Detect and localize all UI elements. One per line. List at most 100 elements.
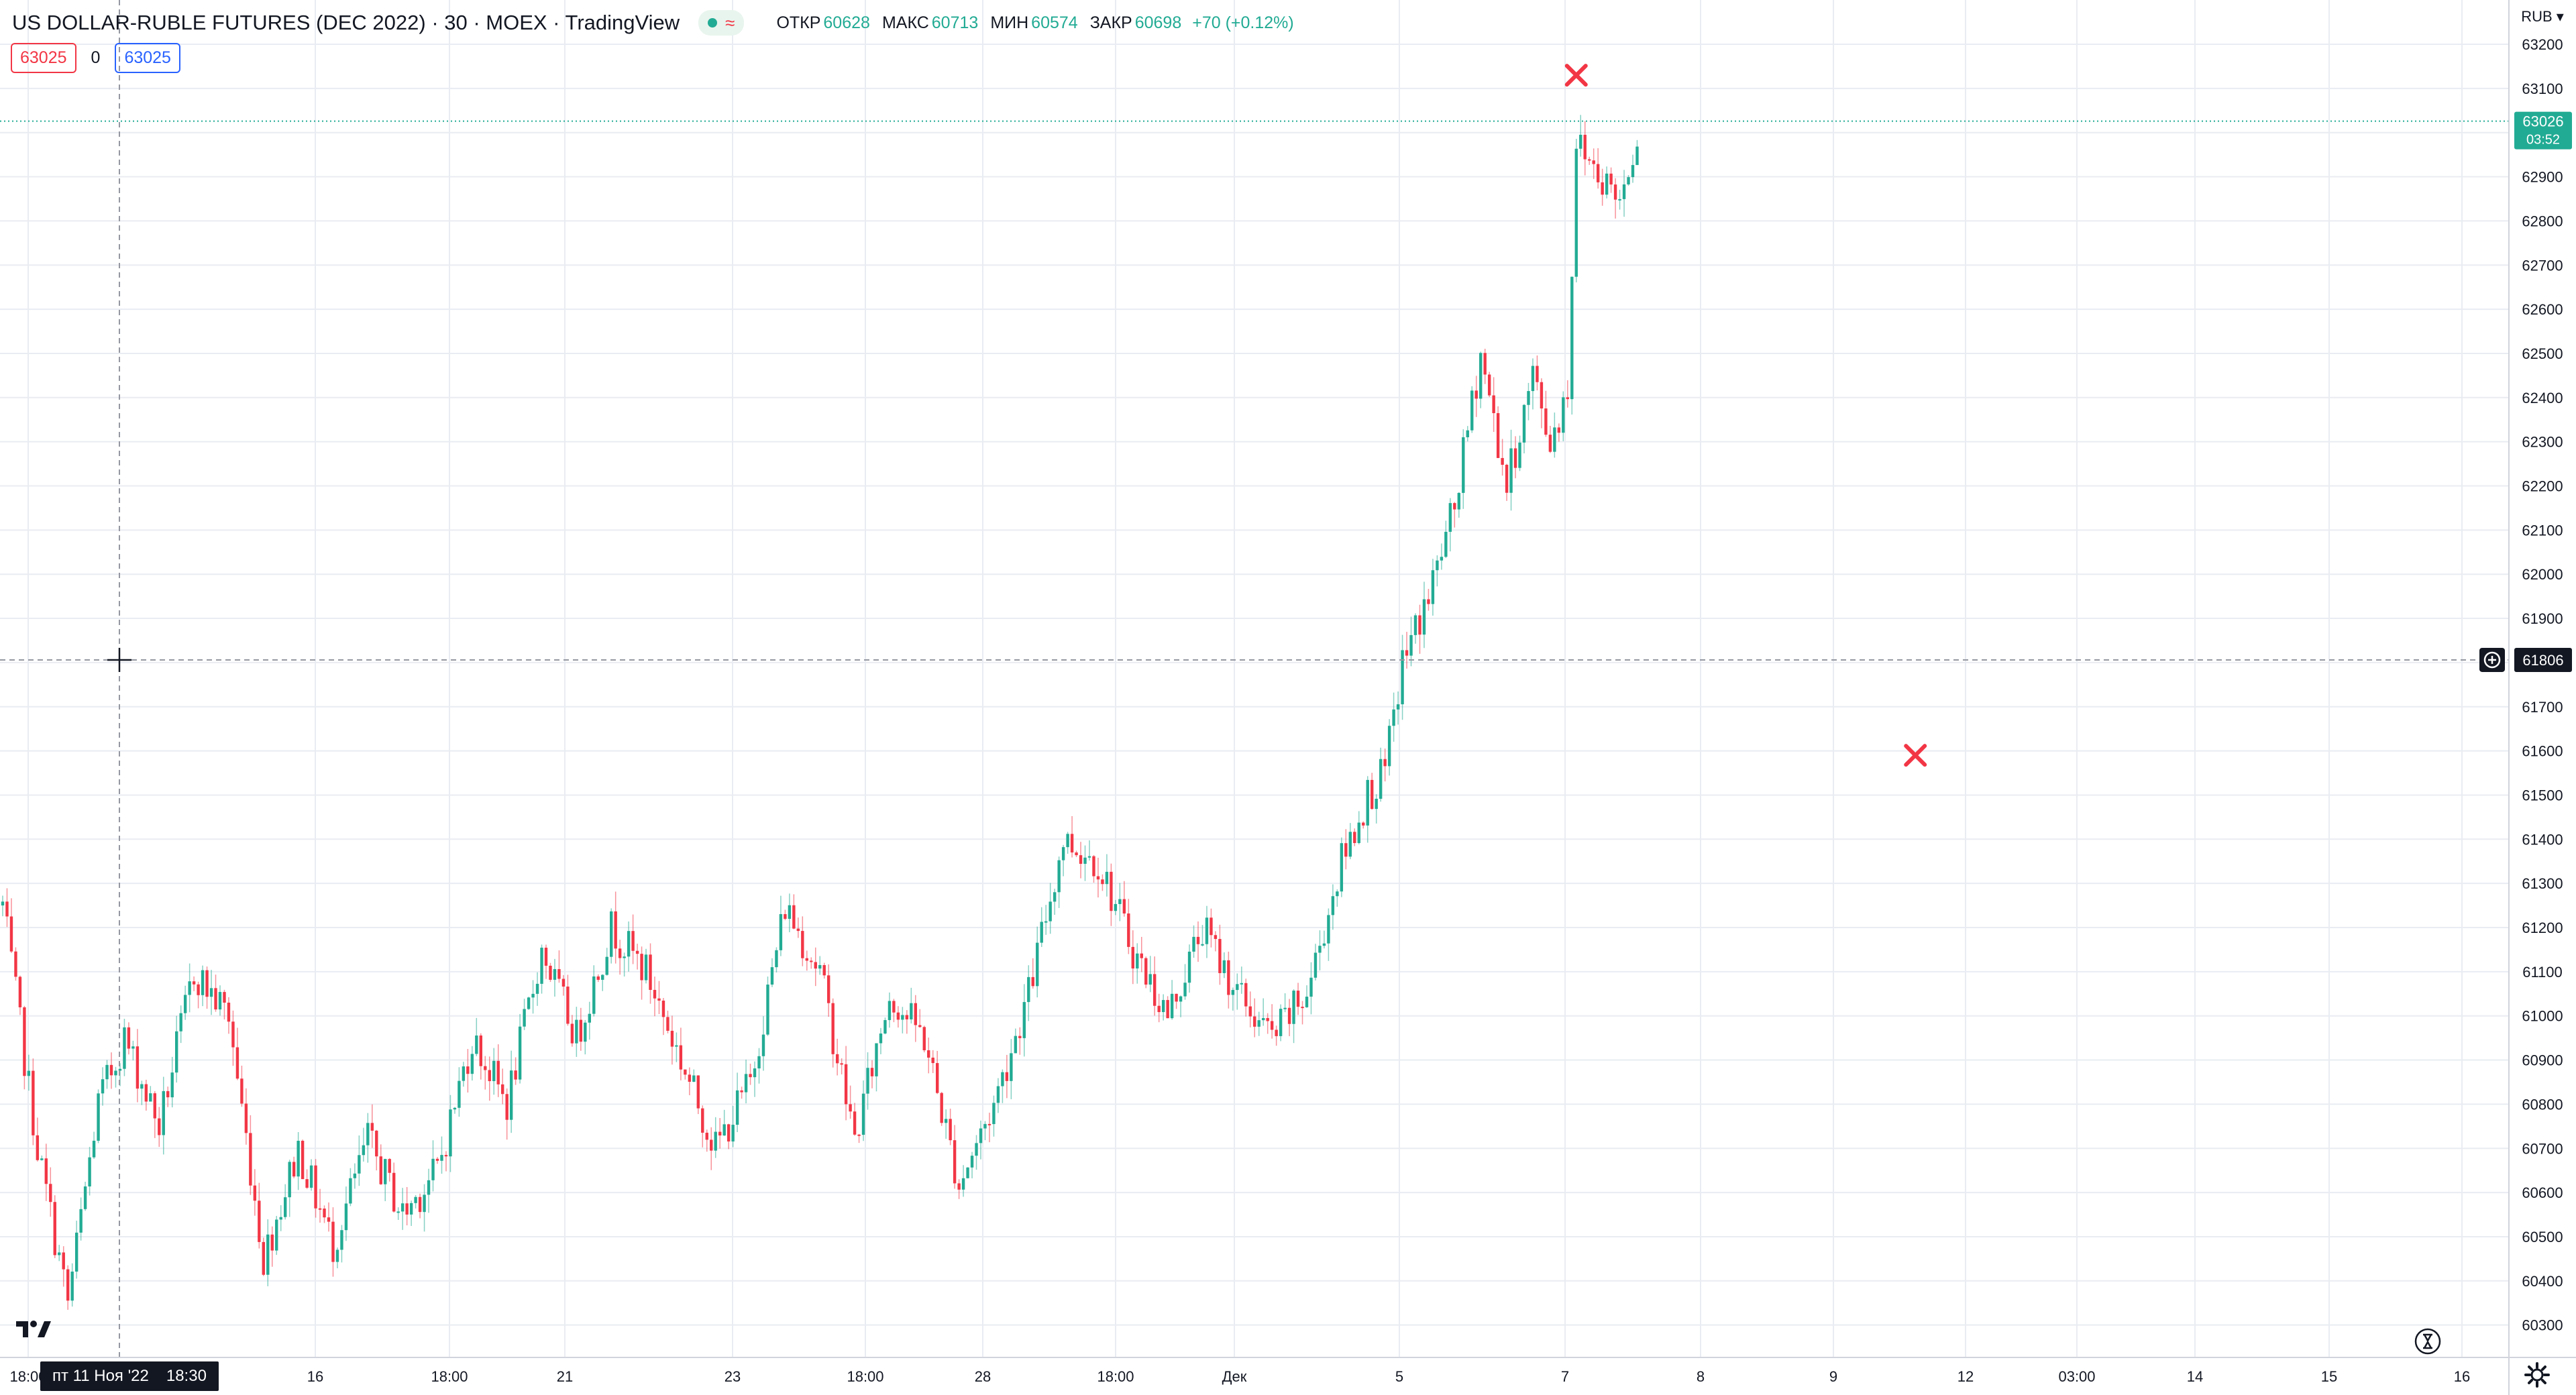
candle-body [5,901,9,917]
candle-body [183,995,187,1013]
candle-body [1631,165,1635,178]
candle-body [996,1086,1000,1103]
candle [396,1207,400,1220]
sell-button[interactable]: 63025 [11,43,76,73]
symbol-title[interactable]: US DOLLAR-RUBLE FUTURES (DEC 2022) · 30 … [12,11,680,34]
candle [323,1205,326,1223]
candle [731,1105,735,1148]
market-status[interactable]: ≈ [698,10,745,36]
candle-body [32,1070,35,1135]
candle-body [470,1054,474,1074]
candle-body [227,1003,231,1022]
candle-body [875,1043,878,1076]
candle-body [718,1131,722,1136]
candle-body [427,1180,431,1195]
candle [209,970,213,1015]
candle-body [209,988,213,997]
candle-body [1118,899,1122,904]
candle-body [53,1202,56,1256]
time-tick-label: 12 [1957,1368,1974,1385]
candles [1,115,1639,1310]
candle-body [631,931,635,951]
candle-body [1431,570,1435,604]
timer-icon[interactable] [2414,1327,2442,1355]
candle-body [784,913,787,919]
candle-body [1375,799,1378,810]
candle-body [1079,855,1083,864]
candle [344,1186,348,1241]
candle [1305,985,1309,1008]
candle-body [857,1134,861,1136]
candle [1110,863,1113,926]
candle [366,1113,370,1163]
candle [770,958,774,987]
candle-body [253,1185,257,1201]
price-axis[interactable]: 60300 60400 60500 60600 60700 60800 60900 61000… [2479,0,2572,1395]
candle-body [1379,759,1383,799]
candle-body [353,1173,357,1178]
candle [405,1186,409,1225]
candle [1392,692,1395,742]
candle-body [475,1035,478,1054]
price-tick-label: 63200 [2522,36,2563,53]
tradingview-logo-icon[interactable] [13,1315,54,1341]
candle-body [1387,726,1391,767]
price-tick-label: 62900 [2522,169,2563,186]
candle [58,1245,61,1262]
candle [1061,844,1065,877]
candle-body [649,954,652,990]
candle [74,1221,78,1279]
candle-body [101,1079,105,1094]
candle-body [614,911,617,949]
candle [1240,966,1243,994]
candle [1487,372,1491,398]
candle [1348,823,1352,860]
candle [384,1158,387,1201]
candle [1470,386,1474,433]
candle [1601,168,1604,206]
candle-body [592,976,596,1014]
candle [527,997,531,1010]
time-axis[interactable]: 18:00 16 18:00 21 23 18:00 28 18:00 Дек 5 7 8 9 12 03:… [0,1357,2576,1385]
candle-body [1105,871,1109,885]
candle [1205,905,1209,958]
candle-body [740,1090,743,1093]
countdown-value: 03:52 [2526,133,2560,148]
candle-body [1183,983,1187,997]
candle-body [214,988,217,1010]
candle-body [1309,977,1313,997]
candle-body [883,1019,887,1034]
candle [1544,390,1548,437]
candle-body [1609,173,1613,185]
candle [1357,811,1360,845]
candle-body [1483,353,1487,375]
candle [718,1117,722,1149]
candle [1557,423,1561,442]
candle-body [727,1124,731,1141]
candle [596,974,600,983]
candle-body [1422,599,1426,635]
candle-body [640,954,643,981]
candle [605,948,608,976]
candle [1474,376,1478,417]
candle [1375,794,1378,824]
candle [279,1205,282,1231]
price-tick-label: 61500 [2522,787,2563,803]
candle-body [1548,435,1552,452]
candle [1440,543,1444,570]
candle [292,1156,296,1178]
candle [653,976,657,1017]
gear-icon[interactable] [2524,1361,2551,1388]
candle-body [1087,856,1091,858]
candle-body [1236,984,1239,991]
candle [1157,993,1161,1023]
candle [414,1194,417,1209]
buy-button[interactable]: 63025 [115,43,180,73]
candle-body [979,1128,983,1143]
candle [518,1013,522,1084]
candle [109,1052,113,1089]
candle-body [488,1070,491,1081]
price-tick-label: 62100 [2522,522,2563,539]
candle [1144,956,1148,989]
